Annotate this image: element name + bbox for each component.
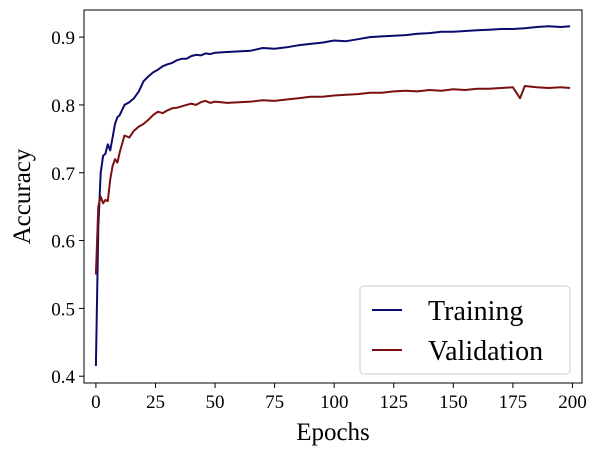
x-tick-label: 175 <box>499 392 528 413</box>
plot-area <box>83 9 583 384</box>
series-line-training <box>94 25 571 367</box>
y-tick-label: 0.6 <box>51 232 75 253</box>
axis-ticks: 0 25 50 75 100 125 150 175 200 0.4 0.5 0.6 0.7 0.8 0.9 <box>51 28 586 413</box>
legend-label-validation: Validation <box>428 336 543 367</box>
series-line-validation <box>94 85 571 275</box>
y-tick-label: 0.7 <box>51 164 75 185</box>
y-tick-label: 0.4 <box>51 367 75 388</box>
x-tick-label: 75 <box>265 392 284 413</box>
plot-border <box>83 9 583 384</box>
x-tick-label: 0 <box>91 392 101 413</box>
y-tick-label: 0.9 <box>51 28 75 49</box>
x-axis-label: Epochs <box>296 419 370 446</box>
y-tick-label: 0.8 <box>51 96 75 117</box>
legend-label-training: Training <box>428 296 523 327</box>
legend-box <box>359 285 571 375</box>
series-layer <box>94 25 571 367</box>
x-tick-label: 50 <box>206 392 225 413</box>
x-tick-label: 150 <box>439 392 468 413</box>
x-tick-label: 100 <box>320 392 349 413</box>
y-axis-label: Accuracy <box>9 148 36 244</box>
x-tick-label: 25 <box>146 392 165 413</box>
x-tick-label: 200 <box>558 392 587 413</box>
x-tick-label: 125 <box>380 392 409 413</box>
legend: Training Validation <box>359 285 571 375</box>
y-tick-label: 0.5 <box>51 299 75 320</box>
